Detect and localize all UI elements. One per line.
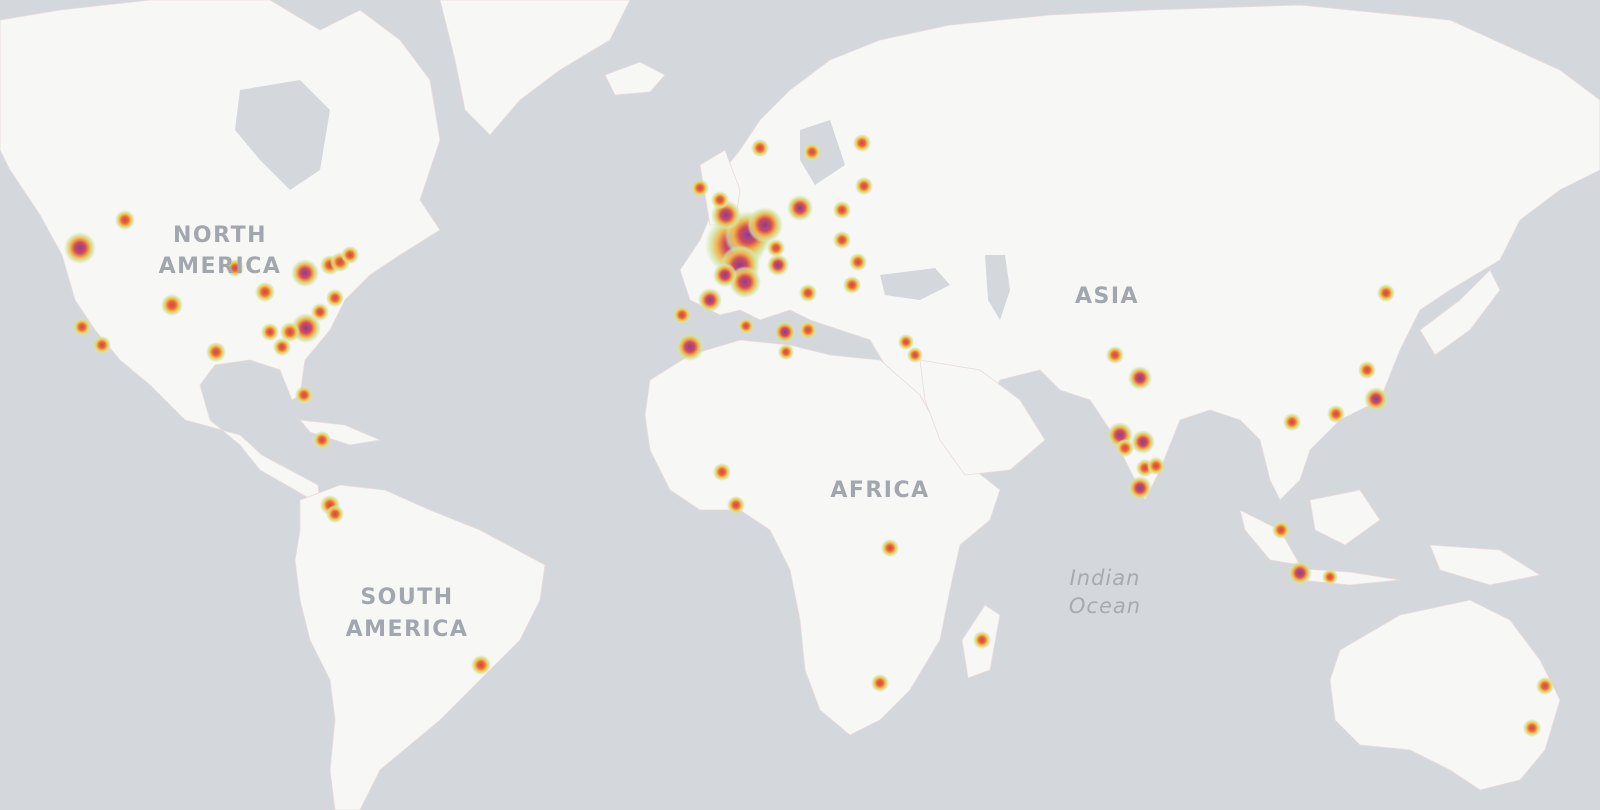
label-africa: AFRICA [830, 478, 929, 503]
heat-point [691, 179, 709, 197]
baltic-sea [800, 120, 845, 185]
heat-point [713, 263, 737, 287]
map-labels: NORTH AMERICA SOUTH AMERICA AFRICA ASIA … [159, 223, 1141, 642]
hudson-bay [235, 80, 330, 190]
heat-point [747, 207, 783, 243]
heat-point [853, 134, 871, 152]
heat-point [881, 539, 899, 557]
black-sea [880, 268, 950, 300]
heat-point [206, 342, 226, 362]
heat-point [115, 210, 135, 230]
heat-point [1536, 677, 1554, 695]
japan-land [1419, 269, 1501, 356]
label-indian-ocean-line1: Indian [1070, 566, 1141, 590]
north-america-land [0, 0, 441, 506]
heat-point [326, 505, 344, 523]
heat-point [833, 231, 851, 249]
heat-point [1147, 457, 1165, 475]
heat-point [161, 294, 183, 316]
heat-point [280, 322, 300, 342]
heat-point [698, 288, 722, 312]
heat-point [849, 253, 867, 271]
heat-point [226, 259, 244, 277]
heat-point [1358, 361, 1376, 379]
heat-point [1288, 561, 1312, 585]
borneo-land [1309, 489, 1381, 546]
heat-point [1131, 430, 1155, 454]
heat-point [738, 318, 754, 334]
heat-point [1128, 476, 1152, 500]
heat-point [711, 191, 729, 209]
heat-point [898, 334, 914, 350]
heat-point [1377, 284, 1395, 302]
label-asia: ASIA [1075, 284, 1139, 309]
new-guinea-land [1429, 544, 1542, 586]
heat-point [1322, 569, 1338, 585]
heat-point [676, 333, 704, 361]
heat-point [1128, 366, 1152, 390]
heat-point [93, 336, 111, 354]
heat-point [1272, 521, 1290, 539]
heat-point [803, 143, 821, 161]
label-indian-ocean-line2: Ocean [1069, 594, 1141, 618]
heat-point [843, 276, 861, 294]
heat-point [471, 655, 491, 675]
iceland-land [604, 61, 666, 96]
heat-point [313, 431, 331, 449]
heat-point [295, 386, 313, 404]
heat-point [1106, 346, 1124, 364]
heat-point [1364, 387, 1388, 411]
heat-point [778, 344, 794, 360]
heat-point [871, 674, 889, 692]
heat-points [64, 134, 1554, 737]
heat-point [799, 284, 817, 302]
label-north-america-line1: NORTH [173, 223, 267, 248]
heat-point [713, 463, 731, 481]
label-south-america-line2: AMERICA [346, 617, 469, 642]
africa-land [644, 339, 1001, 736]
heat-point [833, 201, 851, 219]
heat-point [64, 232, 96, 264]
label-south-america-line1: SOUTH [360, 585, 453, 610]
heat-point [799, 321, 817, 339]
heat-point [727, 496, 745, 514]
heat-point [907, 347, 923, 363]
heat-point [255, 282, 275, 302]
heat-point [973, 631, 991, 649]
heat-point [326, 289, 344, 307]
heat-point [774, 321, 796, 343]
caspian-sea [985, 255, 1010, 320]
heat-point [261, 323, 279, 341]
heat-point [729, 266, 761, 298]
greenland-land [439, 0, 631, 136]
heat-point [1283, 413, 1301, 431]
heat-point [1523, 719, 1541, 737]
heat-point [73, 318, 91, 336]
australia-land [1329, 599, 1561, 791]
heat-point [767, 254, 789, 276]
caribbean-land [299, 419, 382, 446]
heat-point [273, 338, 291, 356]
label-north-america-line2: AMERICA [159, 254, 282, 279]
south-america-land [294, 484, 546, 810]
heat-point [767, 239, 785, 257]
heat-point [291, 259, 319, 287]
heat-point [341, 246, 359, 264]
heat-point [751, 139, 769, 157]
heat-point [673, 306, 691, 324]
heat-point [855, 177, 873, 195]
heat-point [1116, 439, 1134, 457]
arabia-land [919, 359, 1046, 476]
heat-point [787, 195, 813, 221]
heat-point [1327, 405, 1345, 423]
